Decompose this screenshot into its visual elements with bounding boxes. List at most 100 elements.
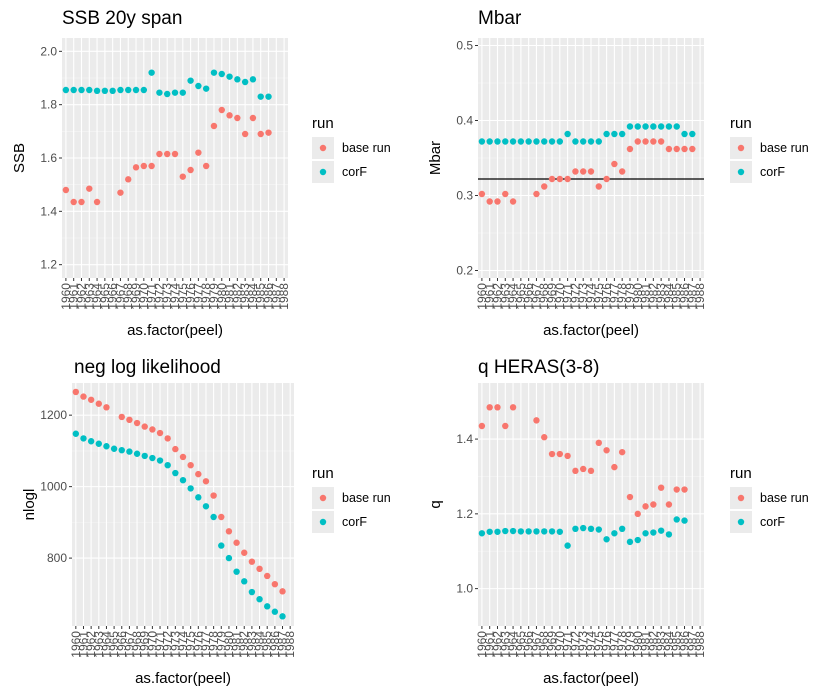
x-tick-label: 1982 [646, 631, 660, 658]
x-tick-label: 1976 [600, 283, 614, 310]
data-point-base-run [642, 138, 649, 145]
x-tick-label: 1961 [67, 283, 81, 310]
y-tick-label: 1.2 [40, 258, 57, 272]
data-point-base-run [218, 106, 225, 114]
data-point-base-run [564, 452, 571, 460]
x-tick-label: 1970 [137, 283, 151, 310]
data-point-base-run [587, 168, 595, 175]
data-point-corf [626, 538, 634, 546]
data-point-corf [210, 513, 217, 521]
legend: run base run corF [730, 465, 809, 533]
x-tick-label: 1986 [262, 283, 276, 310]
x-tick-label: 1972 [568, 631, 582, 658]
data-point-corf [218, 70, 225, 78]
x-tick-label: 1976 [600, 631, 614, 658]
x-tick-label: 1964 [506, 631, 520, 658]
x-tick-label: 1961 [483, 283, 497, 310]
data-point-base-run [156, 150, 163, 158]
x-tick-label: 1985 [254, 283, 268, 310]
legend-title: run [730, 465, 752, 482]
data-point-corf [249, 76, 257, 83]
y-tick-label: 0.5 [456, 39, 473, 53]
data-point-corf [86, 86, 93, 94]
data-point-base-run [70, 198, 77, 206]
x-tick-label: 1978 [199, 283, 213, 310]
data-point-base-run [195, 470, 202, 478]
data-point-corf [665, 123, 673, 130]
data-point-base-run [187, 166, 194, 174]
x-tick-label: 1973 [168, 631, 182, 658]
x-tick-label: 1968 [130, 631, 144, 658]
data-point-base-run [62, 186, 70, 194]
x-tick-label: 1965 [514, 283, 528, 310]
data-point-corf [62, 86, 70, 94]
y-axis-title: SSB [11, 143, 28, 173]
data-point-corf [642, 530, 649, 537]
data-point-corf [87, 438, 95, 445]
data-point-base-run [494, 198, 501, 205]
legend-label: base run [342, 141, 391, 155]
data-point-corf [156, 457, 164, 464]
data-point-base-run [210, 122, 218, 130]
data-point-corf [650, 529, 657, 536]
data-point-base-run [210, 492, 217, 499]
data-point-corf [141, 452, 148, 460]
data-point-corf [618, 525, 626, 532]
x-tick-label: 1976 [184, 283, 198, 310]
x-tick-label: 1968 [121, 283, 135, 310]
x-tick-label: 1975 [592, 283, 606, 310]
x-tick-label: 1986 [268, 631, 282, 658]
data-point-corf [140, 86, 148, 94]
data-point-base-run [478, 190, 486, 198]
x-tick-label: 1962 [490, 631, 504, 658]
data-point-corf [478, 138, 486, 145]
legend-key-base-run [737, 494, 745, 502]
x-tick-label: 1967 [113, 283, 127, 310]
legend-key-corf [319, 518, 327, 526]
data-point-corf [587, 525, 595, 532]
data-point-corf [564, 130, 571, 138]
data-point-corf [109, 87, 116, 95]
x-tick-label: 1982 [230, 283, 244, 310]
data-point-corf [171, 89, 179, 96]
data-point-corf [132, 86, 140, 94]
data-point-corf [241, 578, 248, 585]
data-point-base-run [502, 422, 509, 430]
x-tick-label: 1980 [222, 631, 236, 658]
x-tick-label: 1960 [69, 631, 83, 658]
data-point-base-run [626, 493, 634, 501]
data-point-base-run [650, 501, 657, 508]
x-tick-label: 1965 [107, 631, 121, 658]
data-point-corf [580, 524, 587, 532]
data-point-corf [148, 69, 155, 76]
x-axis-title: as.factor(peel) [127, 322, 223, 339]
y-tick-label: 1.0 [456, 582, 473, 596]
x-tick-label: 1986 [678, 283, 692, 310]
data-point-corf [587, 138, 595, 145]
data-point-corf [70, 86, 77, 94]
data-point-base-run [548, 175, 556, 183]
data-point-base-run [78, 198, 85, 206]
data-point-corf [611, 130, 618, 138]
x-tick-label: 1979 [623, 631, 637, 658]
data-point-corf [93, 87, 101, 95]
legend-label: base run [342, 491, 391, 505]
x-tick-label: 1970 [553, 631, 567, 658]
x-tick-label: 1988 [277, 283, 291, 310]
data-point-corf [517, 528, 525, 535]
data-point-base-run [689, 145, 696, 153]
x-tick-label: 1982 [237, 631, 251, 658]
x-tick-label: 1983 [654, 283, 668, 310]
data-point-corf [626, 123, 634, 130]
data-point-base-run [248, 558, 256, 565]
x-tick-label: 1973 [160, 283, 174, 310]
data-point-corf [548, 138, 556, 145]
x-tick-label: 1962 [490, 283, 504, 310]
x-tick-label: 1977 [607, 283, 621, 310]
x-tick-label: 1972 [568, 283, 582, 310]
x-tick-label: 1966 [522, 283, 536, 310]
data-point-base-run [533, 417, 540, 424]
data-point-corf [541, 138, 548, 145]
data-point-base-run [494, 404, 501, 411]
data-point-corf [202, 85, 210, 92]
